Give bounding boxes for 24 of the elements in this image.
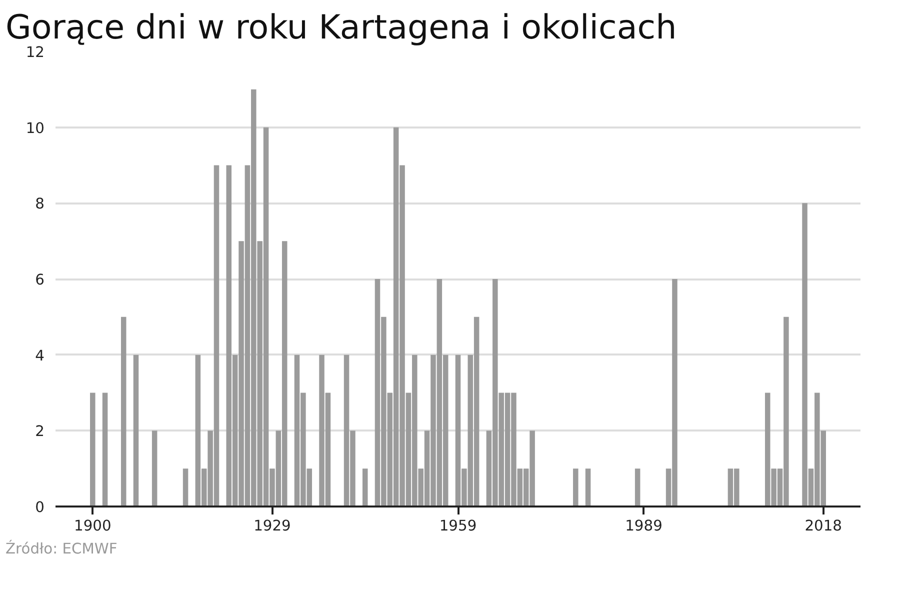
chart-title: Gorące dni w roku Kartagena i okolicach	[6, 8, 677, 46]
x-tick-label: 1959	[439, 518, 477, 534]
y-tick-label: 6	[35, 272, 45, 288]
bar	[585, 468, 591, 506]
bar	[152, 430, 158, 506]
bar	[634, 468, 640, 506]
bar	[120, 316, 126, 506]
y-tick-label: 0	[35, 499, 45, 516]
bar	[573, 468, 578, 506]
y-tick-label: 2	[35, 423, 45, 440]
y-tick-label: 4	[35, 347, 45, 364]
y-tick-label: 10	[26, 120, 45, 137]
text: Źródło: ECMWF	[6, 540, 118, 558]
y-tick-label: 8	[35, 196, 45, 213]
y-tick-label: 12	[26, 44, 45, 61]
bar	[90, 392, 96, 506]
x-tick-label: 1929	[254, 518, 291, 534]
x-tick-label: 1989	[625, 518, 662, 534]
bar	[182, 468, 188, 506]
bar	[362, 468, 368, 506]
bar	[133, 354, 139, 506]
x-tick-label: 2018	[804, 518, 842, 534]
bar	[102, 392, 108, 506]
x-tick-label: 1900	[74, 518, 112, 534]
